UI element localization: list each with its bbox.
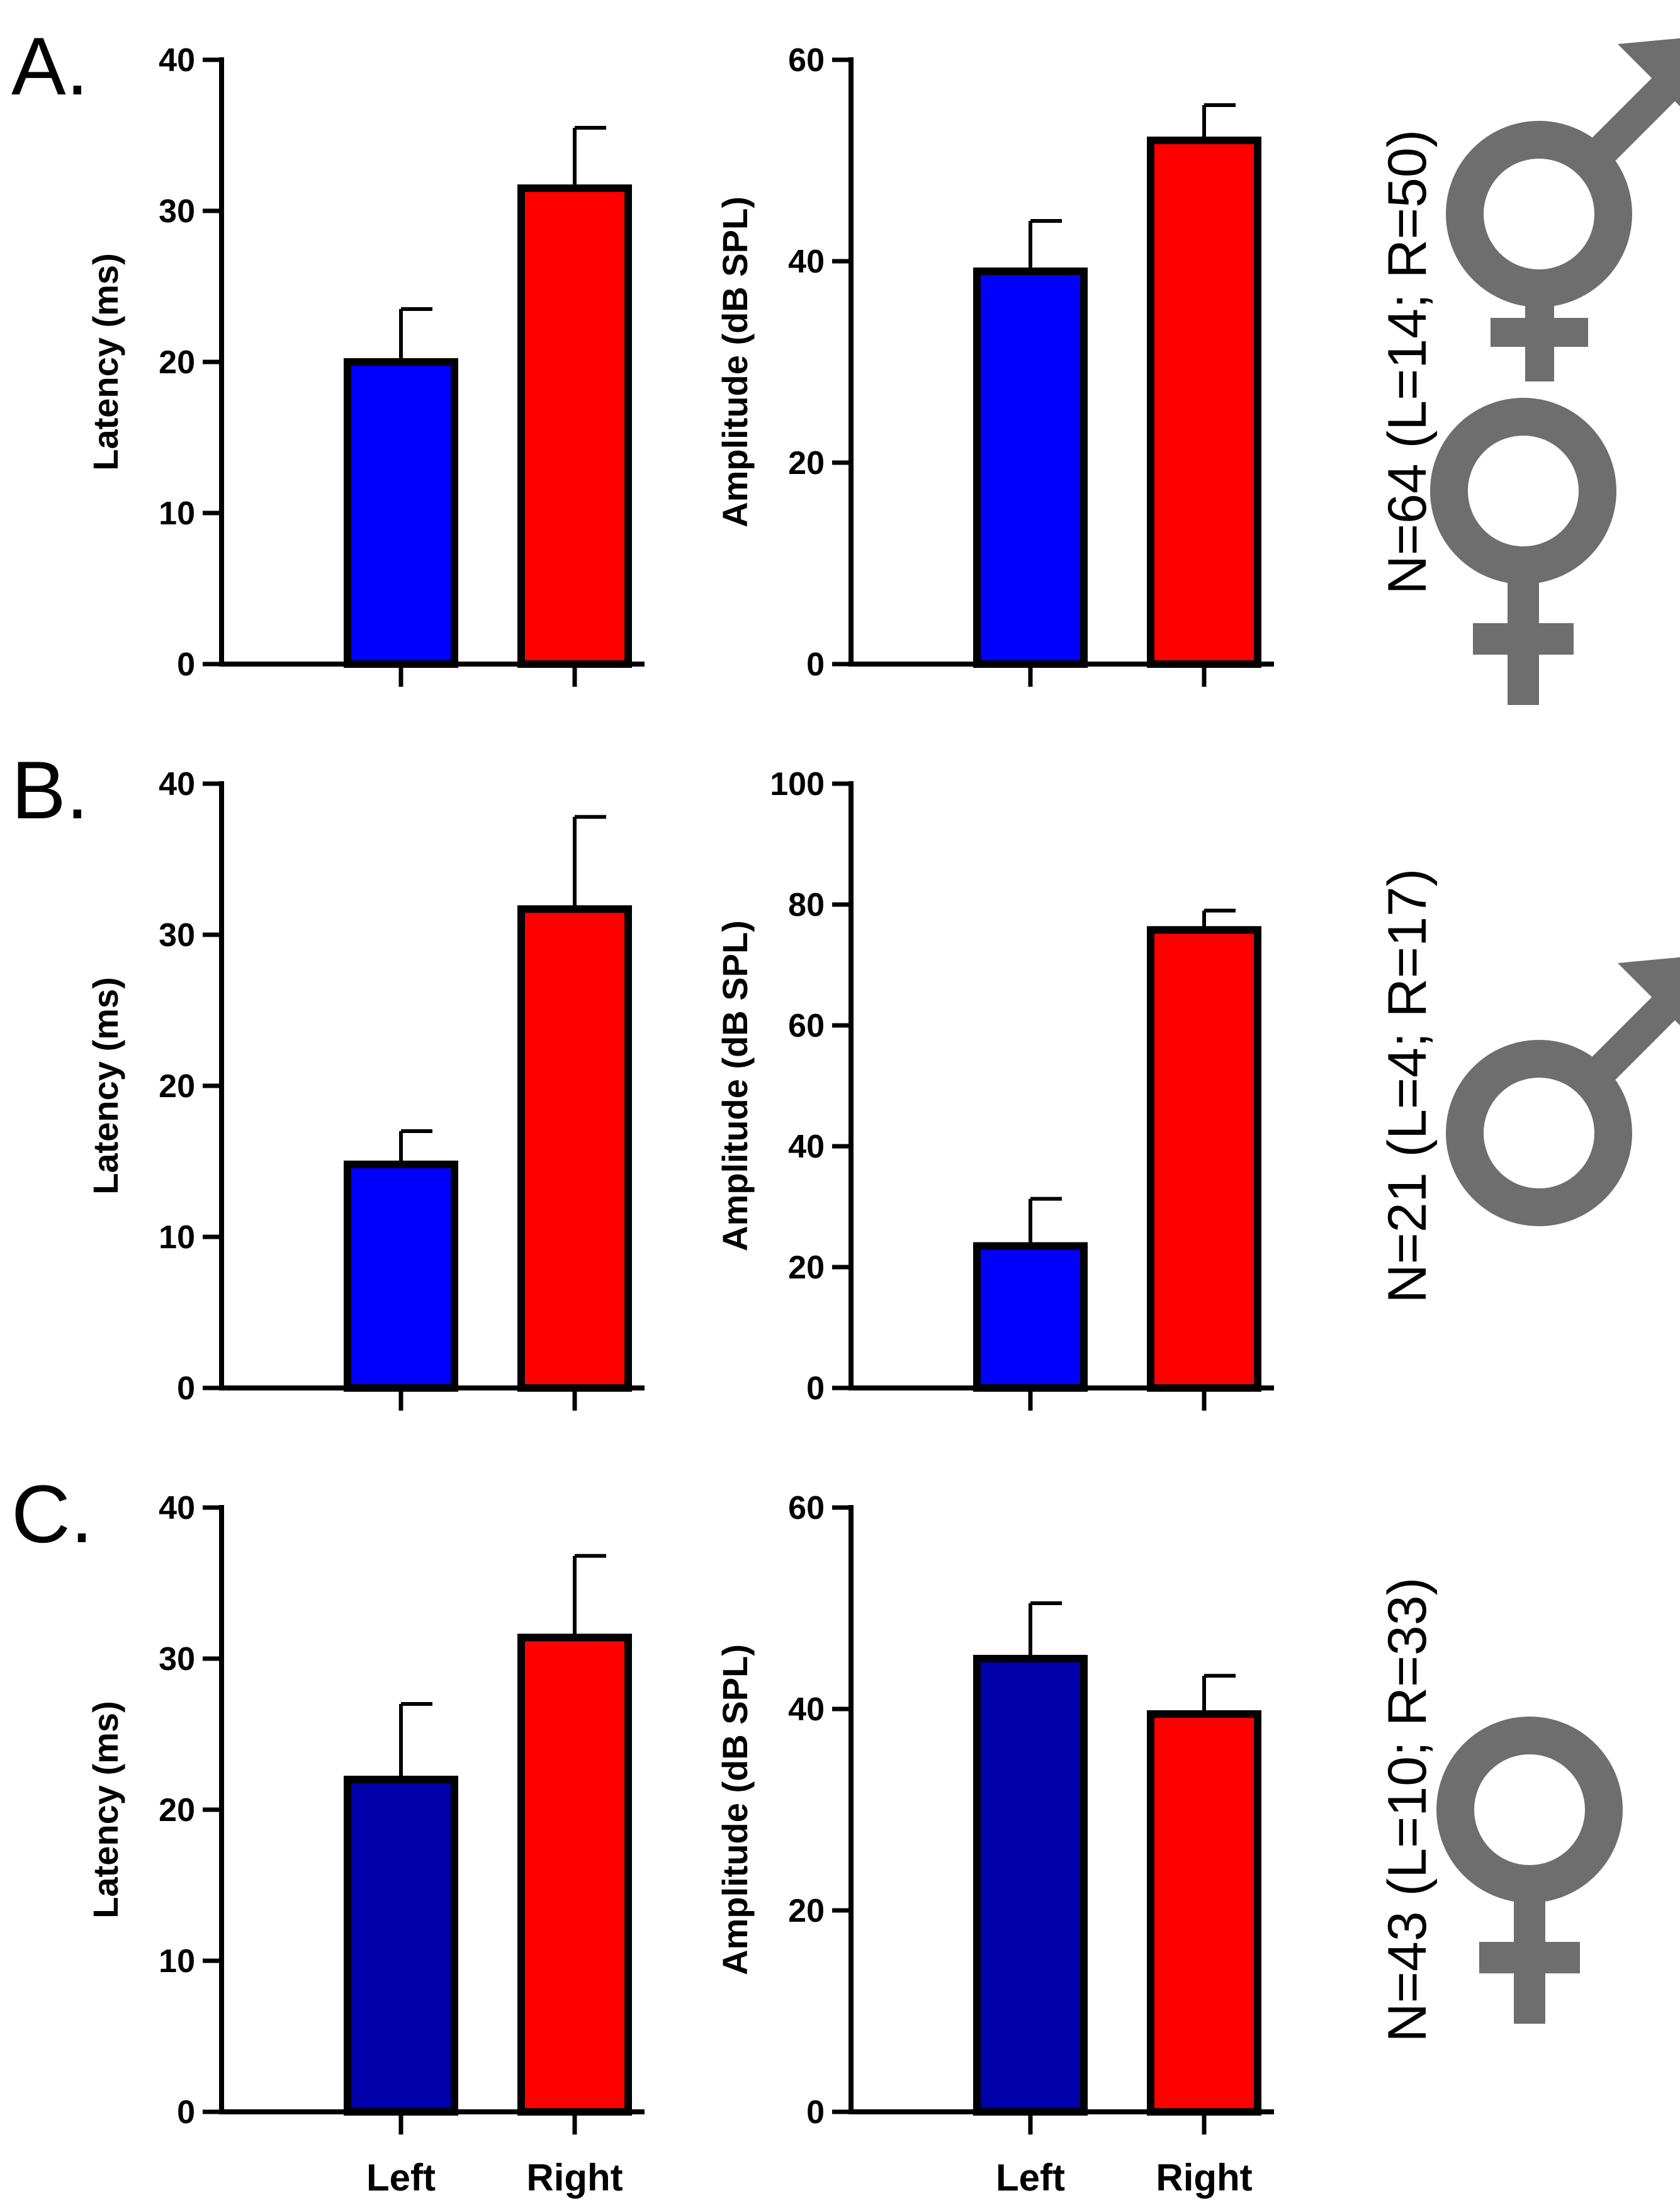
female-crossbar — [1479, 1942, 1580, 1973]
sex-symbols — [1446, 957, 1680, 1226]
y-tick-label: 20 — [159, 1792, 195, 1829]
bar-right — [517, 184, 632, 668]
bar-right — [517, 905, 632, 1392]
y-axis-title: Amplitude (dB SPL) — [715, 1644, 755, 1975]
plus-vertical — [1525, 283, 1554, 381]
y-tick-label: 20 — [788, 1893, 825, 1929]
y-tick-label: 30 — [159, 1641, 195, 1678]
bar-left — [344, 1160, 458, 1392]
male-ring — [1446, 1040, 1632, 1226]
x-tick-label-left: Left — [366, 2157, 436, 2199]
sample-size-note: N=43 (L=10; R=33) — [1377, 1577, 1438, 2043]
y-axis-title: Amplitude (dB SPL) — [715, 196, 755, 527]
chart-p0-c1: 0 20 40 60 Amplitude (dB SPL) — [715, 42, 1274, 687]
y-tick-label: 40 — [159, 766, 195, 803]
y-axis-title: Amplitude (dB SPL) — [715, 920, 755, 1251]
female-ring — [1436, 1717, 1623, 1903]
female-ring — [1430, 398, 1616, 584]
bar-right — [517, 1633, 632, 2116]
female-symbol-icon — [1436, 1717, 1623, 2024]
chart-p1-c1: 0 20 40 60 80 100 Amplitude (dB SPL) — [715, 766, 1274, 1411]
y-tick-label: 20 — [159, 1068, 195, 1105]
y-tick-label: 20 — [159, 344, 195, 381]
bar-left — [973, 1242, 1088, 1392]
bar-left — [344, 358, 458, 668]
y-tick-label: 20 — [788, 445, 825, 482]
sample-size-note: N=21 (L=4; R=17) — [1377, 869, 1438, 1304]
chart-p2-c1: 0 20 40 60 Left Right Amplitude (dB SPL) — [715, 1490, 1274, 2199]
y-tick-label: 0 — [806, 1370, 825, 1407]
male-arrow-head — [1618, 38, 1680, 106]
y-tick-label: 60 — [788, 1008, 825, 1044]
y-tick-label: 0 — [177, 2094, 195, 2131]
y-tick-label: 30 — [159, 193, 195, 230]
y-axis-title: Latency (ms) — [86, 977, 125, 1194]
y-tick-label: 0 — [177, 1370, 195, 1407]
chart-p0-c0: 0 10 20 30 40 Latency (ms) — [86, 42, 645, 687]
y-tick-label: 0 — [806, 646, 825, 683]
female-crossbar — [1473, 623, 1574, 655]
x-tick-label-left: Left — [996, 2157, 1065, 2199]
sex-symbols — [1430, 38, 1680, 705]
bar-right — [1147, 1710, 1261, 2116]
sex-symbols — [1436, 1717, 1623, 2024]
y-tick-label: 0 — [806, 2094, 825, 2131]
male-symbol-icon — [1446, 957, 1680, 1226]
y-tick-label: 30 — [159, 917, 195, 954]
y-tick-label: 80 — [788, 887, 825, 923]
panel-label: B. — [11, 744, 89, 836]
bar-right — [1147, 926, 1261, 1392]
y-tick-label: 60 — [788, 1490, 825, 1526]
y-tick-label: 40 — [159, 1490, 195, 1526]
female-symbol-icon — [1430, 398, 1616, 705]
x-tick-label-right: Right — [1156, 2157, 1252, 2199]
bar-left — [973, 268, 1088, 668]
male-arrow-head — [1618, 957, 1680, 1025]
y-tick-label: 40 — [788, 1691, 825, 1728]
y-tick-label: 10 — [159, 495, 195, 532]
x-tick-label-right: Right — [526, 2157, 623, 2199]
panel-label: A. — [11, 20, 89, 112]
y-tick-label: 10 — [159, 1943, 195, 1980]
bar-right — [1147, 137, 1261, 668]
y-tick-label: 60 — [788, 42, 825, 79]
sample-size-note: N=64 (L=14; R=50) — [1377, 130, 1438, 595]
y-tick-label: 40 — [159, 42, 195, 79]
y-tick-label: 10 — [159, 1219, 195, 1256]
y-tick-label: 20 — [788, 1249, 825, 1286]
y-tick-label: 100 — [770, 766, 825, 803]
y-tick-label: 40 — [788, 1129, 825, 1165]
panel-label: C. — [11, 1468, 93, 1560]
bar-left — [344, 1776, 458, 2116]
chart-p1-c0: 0 10 20 30 40 Latency (ms) — [86, 766, 645, 1411]
chart-p2-c0: 0 10 20 30 40 Left Right Latency (ms) — [86, 1490, 645, 2199]
y-tick-label: 40 — [788, 244, 825, 280]
y-axis-title: Latency (ms) — [86, 1701, 125, 1918]
bar-left — [973, 1655, 1088, 2116]
y-tick-label: 0 — [177, 646, 195, 683]
y-axis-title: Latency (ms) — [86, 253, 125, 470]
